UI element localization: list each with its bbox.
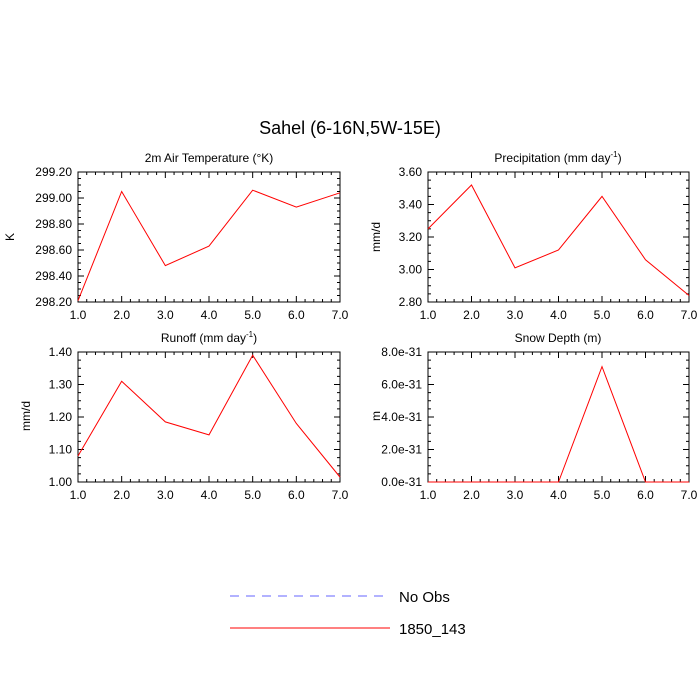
y-tick-label: 298.80	[35, 217, 72, 231]
x-tick-label: 3.0	[157, 488, 174, 502]
x-tick-label: 6.0	[637, 308, 654, 322]
y-tick-label: 3.40	[399, 198, 423, 212]
plot-frame	[427, 351, 690, 483]
y-tick-label: 1.00	[49, 475, 73, 489]
y-tick-label: 0.0e-31	[381, 475, 422, 489]
x-tick-label: 5.0	[244, 488, 261, 502]
y-tick-label: 8.0e-31	[381, 345, 422, 359]
x-tick-label: 6.0	[288, 308, 305, 322]
y-tick-label: 1.20	[49, 410, 73, 424]
series-line-1850-143	[77, 189, 341, 301]
plot-frame	[77, 351, 341, 483]
plot-frame	[427, 171, 690, 303]
y-axis-label: mm/d	[19, 401, 33, 431]
x-tick-label: 4.0	[550, 488, 567, 502]
x-tick-label: 7.0	[681, 488, 698, 502]
x-tick-label: 6.0	[288, 488, 305, 502]
panel-runoff: Runoff (mm day-1) mm/d 1.0 2.0 3.0 4.0 5.0 6.…	[19, 330, 349, 502]
y-tick-label: 1.30	[49, 378, 73, 392]
y-tick-label: 3.60	[399, 165, 423, 179]
x-tick-label: 6.0	[637, 488, 654, 502]
x-tick-label: 5.0	[594, 308, 611, 322]
y-tick-label: 298.60	[35, 243, 72, 257]
x-tick-label: 4.0	[201, 488, 218, 502]
y-axis-label: K	[3, 233, 17, 241]
x-tick-label: 3.0	[507, 488, 524, 502]
x-tick-label: 7.0	[332, 308, 349, 322]
panel-title: 2m Air Temperature (°K)	[145, 151, 274, 165]
y-axis-label: mm/d	[369, 222, 383, 252]
x-tick-label: 2.0	[463, 488, 480, 502]
y-tick-label: 299.00	[35, 191, 72, 205]
y-tick-label: 1.10	[49, 443, 73, 457]
y-tick-label: 6.0e-31	[381, 378, 422, 392]
x-tick-label: 5.0	[594, 488, 611, 502]
panel-title: Runoff (mm day-1)	[161, 330, 257, 345]
x-tick-label: 1.0	[420, 488, 437, 502]
x-tick-label: 7.0	[332, 488, 349, 502]
panel-precipitation: Precipitation (mm day-1) mm/d 1.0 2.0 3.0 4…	[369, 150, 698, 322]
x-tick-label: 4.0	[550, 308, 567, 322]
x-tick-label: 3.0	[507, 308, 524, 322]
x-tick-label: 5.0	[244, 308, 261, 322]
x-tick-label: 2.0	[463, 308, 480, 322]
panel-snow-depth: Snow Depth (m) m 1.0 2.0 3.0 4.0 5.0 6.0 7.0 0.…	[369, 331, 698, 502]
y-tick-label: 2.80	[399, 295, 423, 309]
y-tick-label: 1.40	[49, 345, 73, 359]
series-line-1850-143	[428, 365, 689, 483]
x-tick-label: 4.0	[201, 308, 218, 322]
y-tick-label: 299.20	[35, 165, 72, 179]
panel-title: Snow Depth (m)	[515, 331, 602, 345]
y-tick-label: 3.20	[399, 230, 423, 244]
x-tick-label: 2.0	[113, 308, 130, 322]
y-tick-label: 298.20	[35, 295, 72, 309]
figure-title: Sahel (6-16N,5W-15E)	[259, 118, 441, 138]
plot-frame	[77, 171, 341, 303]
panel-title: Precipitation (mm day-1)	[494, 150, 621, 165]
legend-label-1850-143: 1850_143	[399, 621, 466, 638]
y-tick-label: 3.00	[399, 263, 423, 277]
panel-air-temperature: 2m Air Temperature (°K) K 1.0 2.0 3.0 4.0 5.…	[3, 151, 349, 322]
y-tick-label: 4.0e-31	[381, 410, 422, 424]
x-tick-label: 1.0	[70, 308, 87, 322]
legend-label-no-obs: No Obs	[399, 589, 450, 606]
legend: No Obs 1850_143	[230, 589, 466, 638]
x-tick-label: 1.0	[70, 488, 87, 502]
y-tick-label: 2.0e-31	[381, 443, 422, 457]
x-tick-label: 2.0	[113, 488, 130, 502]
x-tick-label: 7.0	[681, 308, 698, 322]
x-tick-label: 3.0	[157, 308, 174, 322]
series-line-1850-143	[77, 354, 341, 478]
y-axis-label: m	[369, 411, 383, 421]
x-tick-label: 1.0	[420, 308, 437, 322]
y-tick-label: 298.40	[35, 269, 72, 283]
series-line-1850-143	[427, 184, 690, 296]
